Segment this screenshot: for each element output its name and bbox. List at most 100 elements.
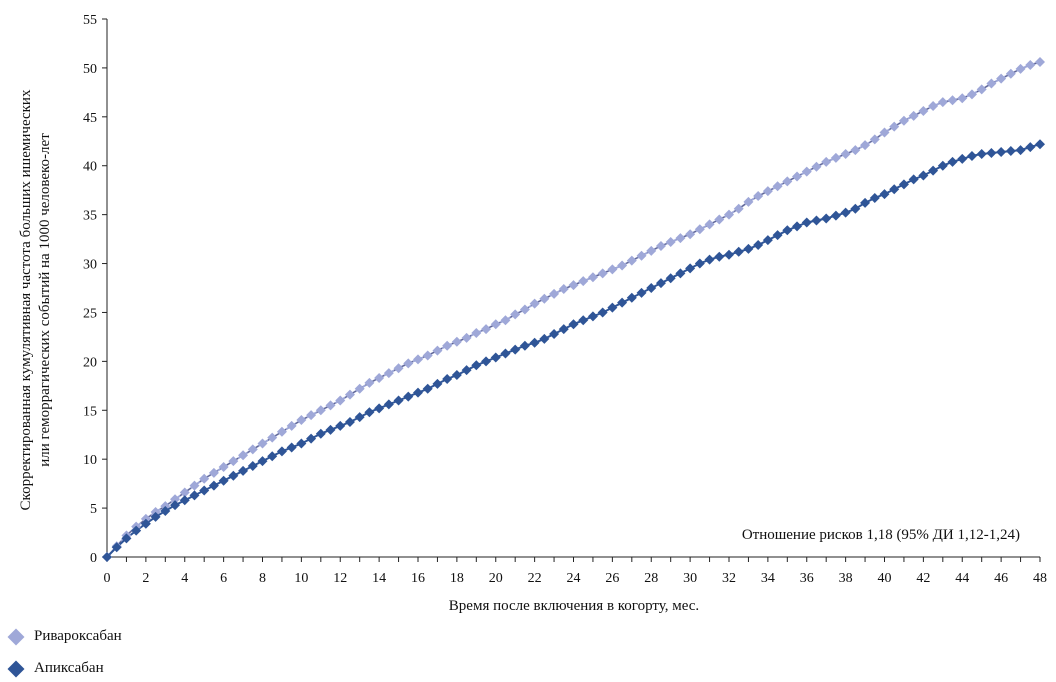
y-tick-label: 55 — [83, 13, 97, 28]
legend-label-apixaban: Апиксабан — [34, 660, 104, 676]
data-point — [947, 156, 958, 167]
data-point — [442, 340, 453, 351]
data-point — [354, 383, 365, 394]
data-point — [811, 215, 822, 226]
data-point — [451, 336, 462, 347]
data-point — [189, 480, 200, 491]
data-point — [481, 324, 492, 335]
data-point — [918, 105, 929, 116]
y-axis-label-line2: или геморрагических событий на 1000 чело… — [37, 133, 53, 467]
x-tick-label: 42 — [916, 571, 930, 586]
legend-marker-apixaban — [7, 660, 25, 677]
data-point — [772, 181, 783, 192]
data-point — [889, 184, 900, 195]
data-point — [199, 473, 210, 484]
data-point — [607, 264, 618, 275]
data-point — [801, 166, 812, 177]
data-point — [179, 487, 190, 498]
data-point — [247, 444, 258, 455]
x-axis-label: Время после включения в когорту, мес. — [449, 598, 699, 614]
series-line-dashed — [106, 61, 1041, 558]
data-point — [655, 278, 666, 289]
data-point — [374, 372, 385, 383]
y-tick-label: 25 — [83, 306, 97, 321]
x-tick-label: 46 — [994, 571, 1008, 586]
data-point — [762, 186, 773, 197]
data-point — [908, 174, 919, 185]
y-tick-label: 20 — [83, 355, 97, 370]
data-point — [568, 319, 579, 330]
data-point — [179, 495, 190, 506]
x-axis-ticks: 0 2 4 6 8 10 12 14 16 18 20 22 24 26 28 30 32 34 36 38 40 42 4… — [104, 557, 1047, 586]
data-point — [529, 298, 540, 309]
data-point — [471, 360, 482, 371]
data-point — [957, 93, 968, 104]
data-point — [869, 193, 880, 204]
data-point — [481, 356, 492, 367]
data-point — [860, 140, 871, 151]
data-point — [986, 78, 997, 89]
data-point — [908, 110, 919, 121]
data-point — [568, 280, 579, 291]
data-point — [879, 127, 890, 138]
data-point — [733, 246, 744, 257]
data-point — [160, 506, 171, 517]
x-tick-label: 24 — [567, 571, 581, 586]
x-tick-label: 48 — [1033, 571, 1047, 586]
data-point — [549, 328, 560, 339]
data-point — [286, 420, 297, 431]
data-point — [850, 145, 861, 156]
data-point — [549, 288, 560, 299]
data-point — [685, 263, 696, 274]
data-point — [335, 420, 346, 431]
data-point — [694, 258, 705, 269]
data-point — [218, 462, 229, 473]
data-point — [461, 365, 472, 376]
data-point — [617, 297, 628, 308]
data-point — [704, 254, 715, 265]
data-point — [1035, 139, 1045, 150]
data-point — [413, 387, 423, 398]
data-point — [1025, 59, 1036, 70]
data-point — [344, 389, 355, 400]
data-point — [753, 239, 764, 250]
data-point — [626, 292, 637, 303]
data-point — [344, 417, 355, 428]
x-tick-label: 36 — [800, 571, 814, 586]
data-point — [928, 165, 939, 176]
data-point — [1015, 145, 1026, 156]
data-point — [957, 153, 968, 164]
data-point — [306, 433, 317, 444]
data-point — [714, 214, 725, 225]
data-point — [889, 121, 900, 132]
data-point — [597, 268, 608, 279]
data-point — [1005, 146, 1016, 157]
data-point — [422, 350, 433, 361]
data-point — [364, 407, 375, 418]
data-point — [315, 405, 326, 416]
data-point — [724, 249, 734, 260]
data-point — [724, 209, 734, 220]
x-tick-label: 0 — [104, 571, 111, 586]
data-point — [286, 442, 297, 453]
data-point — [996, 73, 1007, 84]
data-point — [228, 470, 239, 481]
data-point — [500, 348, 511, 359]
data-point — [860, 197, 871, 208]
data-point — [811, 161, 822, 172]
data-point — [782, 225, 793, 236]
data-point — [675, 268, 686, 279]
data-point — [597, 307, 608, 318]
data-point — [208, 467, 219, 478]
data-point — [383, 399, 394, 410]
data-point — [821, 213, 832, 224]
data-point — [422, 383, 433, 394]
data-point — [403, 391, 414, 402]
data-point — [704, 219, 715, 230]
data-point — [189, 490, 200, 501]
data-point — [578, 315, 589, 326]
data-point — [364, 377, 375, 388]
data-point — [937, 97, 948, 108]
data-point — [247, 461, 258, 472]
